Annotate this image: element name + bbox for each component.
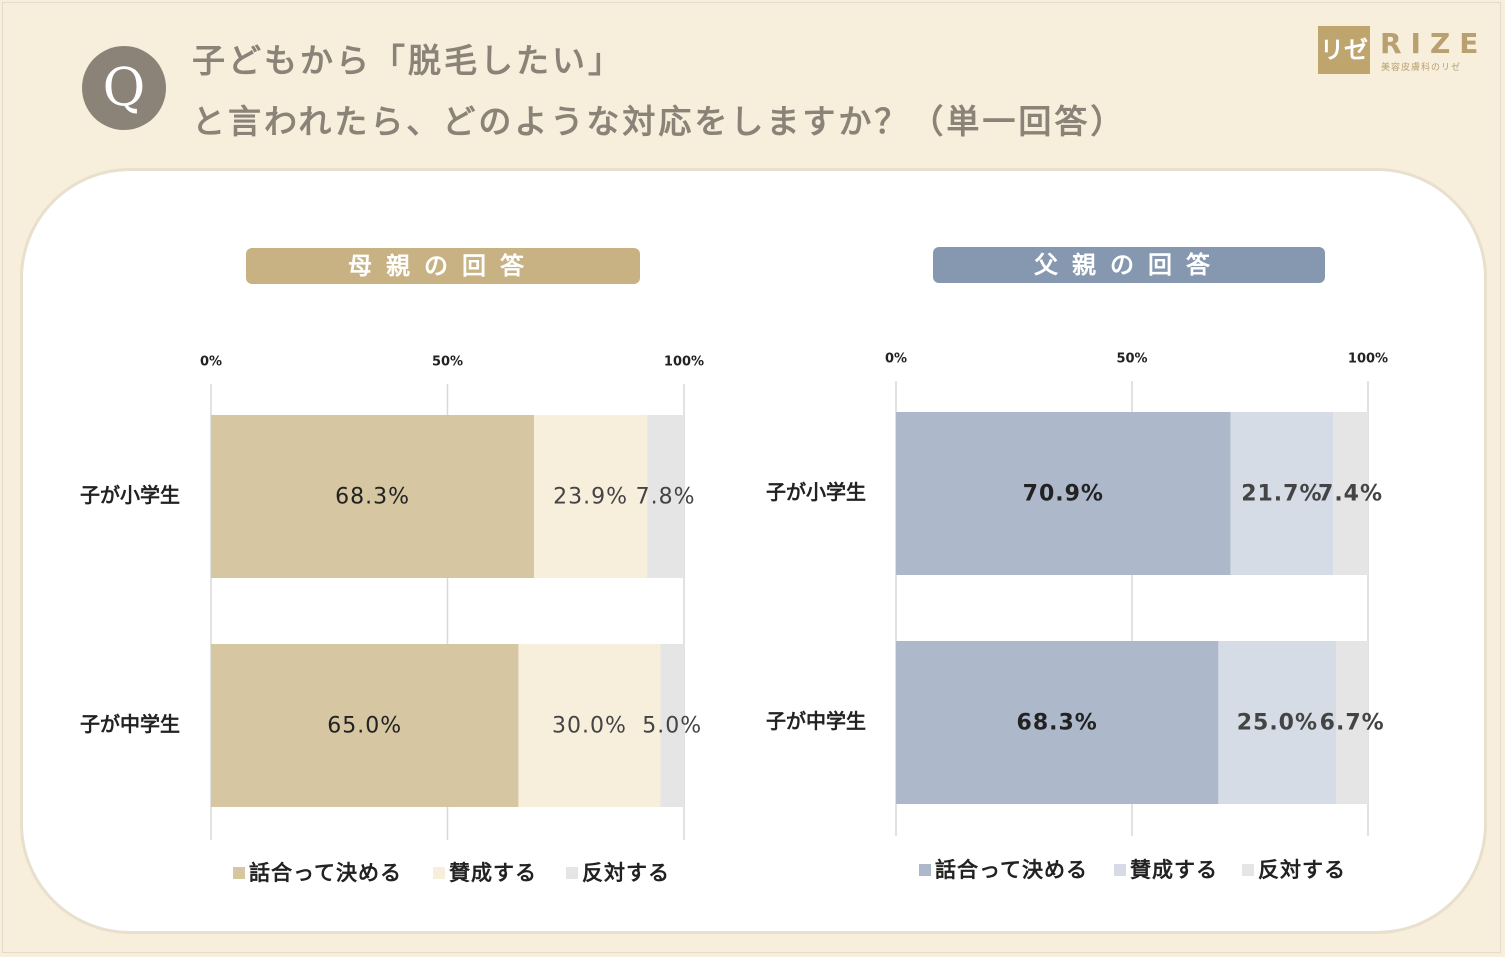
father-bar-oppose bbox=[1333, 412, 1368, 575]
father-legend-swatch bbox=[1114, 864, 1126, 876]
question-badge: Q bbox=[82, 46, 166, 130]
mother-bar-agree bbox=[534, 415, 648, 578]
father-data-label: 70.9% bbox=[1023, 482, 1104, 507]
father-legend-swatch bbox=[919, 864, 931, 876]
father-data-label: 7.4% bbox=[1318, 482, 1383, 507]
logo-mark: リゼ bbox=[1318, 26, 1370, 74]
question-line-1: 子どもから「脱毛したい」 bbox=[192, 41, 624, 80]
father-tick-label: 0% bbox=[885, 352, 907, 367]
mother-tick-label: 0% bbox=[200, 355, 222, 370]
mother-legend-swatch bbox=[433, 867, 445, 879]
mother-category-label: 子が中学生 bbox=[80, 712, 180, 736]
logo-name: RIZE bbox=[1380, 27, 1488, 60]
mother-legend-swatch bbox=[233, 867, 245, 879]
mother-tick-label: 100% bbox=[664, 355, 704, 370]
father-bar-discuss bbox=[896, 641, 1219, 804]
question-line-2: と言われたら、どのような対応をしますか？（単一回答） bbox=[192, 102, 1127, 141]
mother-bar-discuss bbox=[211, 644, 519, 807]
mother-legend-label: 話合って決める bbox=[249, 861, 402, 885]
mother-bar-oppose bbox=[647, 415, 684, 578]
mother-bar-agree bbox=[518, 644, 661, 807]
mother-tick-label: 50% bbox=[432, 355, 463, 370]
mother-data-label: 65.0% bbox=[327, 714, 402, 739]
mother-data-label: 30.0% bbox=[552, 714, 627, 739]
father-bar-agree bbox=[1218, 641, 1337, 804]
mother-data-label: 23.9% bbox=[553, 485, 628, 510]
father-category-label: 子が中学生 bbox=[766, 709, 866, 733]
father-category-label: 子が小学生 bbox=[766, 480, 866, 504]
mother-bar-oppose bbox=[660, 644, 684, 807]
father-legend-label: 反対する bbox=[1258, 858, 1346, 882]
logo-tagline: 美容皮膚科のリゼ bbox=[1381, 63, 1462, 73]
father-data-label: 21.7% bbox=[1241, 482, 1322, 507]
father-tick-label: 50% bbox=[1116, 352, 1147, 367]
father-bar-agree bbox=[1230, 412, 1334, 575]
mother-category-label: 子が小学生 bbox=[80, 483, 180, 507]
father-chart-title: 父親の回答 bbox=[933, 247, 1325, 283]
mother-chart-title: 母親の回答 bbox=[246, 248, 640, 284]
father-data-label: 68.3% bbox=[1017, 711, 1098, 736]
mother-bar-discuss bbox=[211, 415, 535, 578]
father-legend-label: 話合って決める bbox=[935, 858, 1088, 882]
father-legend-swatch bbox=[1242, 864, 1254, 876]
mother-legend-label: 賛成する bbox=[449, 861, 537, 885]
father-bar-discuss bbox=[896, 412, 1231, 575]
mother-legend-label: 反対する bbox=[582, 861, 670, 885]
father-data-label: 25.0% bbox=[1237, 711, 1318, 736]
father-data-label: 6.7% bbox=[1320, 711, 1385, 736]
mother-legend-swatch bbox=[566, 867, 578, 879]
father-legend-label: 賛成する bbox=[1130, 858, 1218, 882]
mother-data-label: 5.0% bbox=[642, 714, 702, 739]
father-tick-label: 100% bbox=[1348, 352, 1388, 367]
father-bar-oppose bbox=[1336, 641, 1368, 804]
mother-data-label: 68.3% bbox=[335, 485, 410, 510]
mother-data-label: 7.8% bbox=[636, 485, 696, 510]
